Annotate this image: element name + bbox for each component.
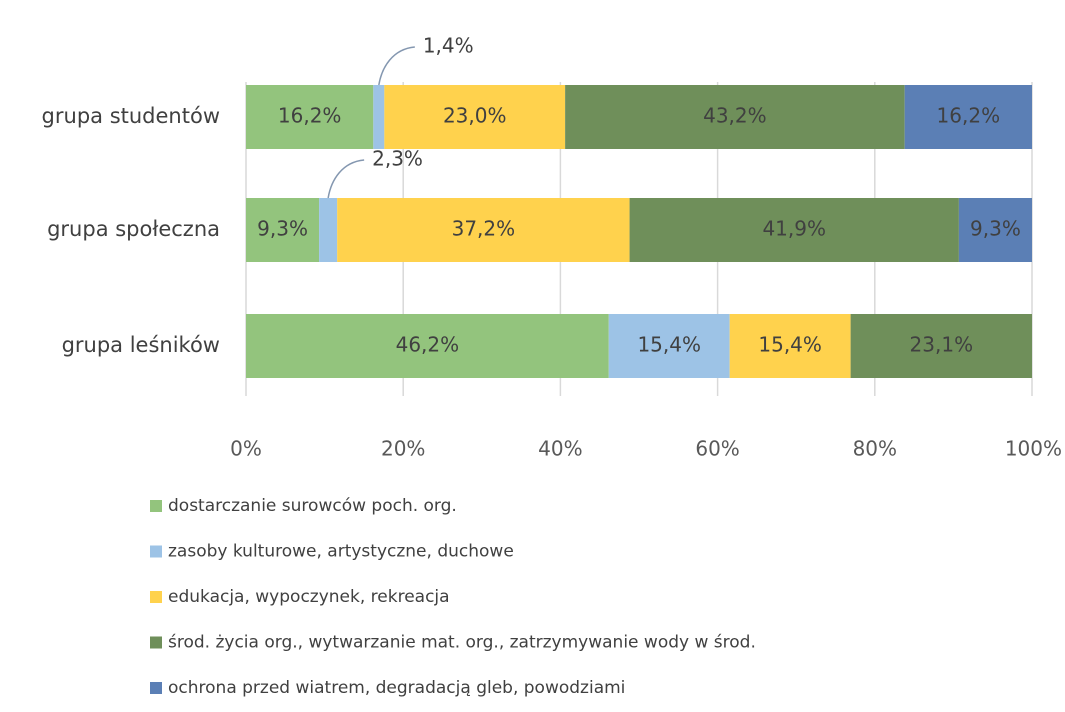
legend-label: dostarczanie surowców poch. org. — [168, 496, 457, 516]
data-label: 46,2% — [396, 333, 460, 357]
callout-leader-line — [378, 46, 415, 86]
bar-segment — [629, 198, 959, 262]
bar-segment — [958, 198, 1032, 262]
legend-label: edukacja, wypoczynek, rekreacja — [168, 587, 450, 607]
data-label: 15,4% — [758, 333, 822, 357]
legend-label: środ. życia org., wytwarzanie mat. org.,… — [168, 633, 756, 653]
bar-segment — [246, 314, 609, 378]
data-label: 9,3% — [257, 217, 308, 241]
data-label: 15,4% — [637, 333, 701, 357]
bar-segment — [373, 85, 385, 149]
category-label: grupa społeczna — [47, 217, 220, 241]
legend-label: ochrona przed wiatrem, degradacją gleb, … — [168, 678, 625, 698]
category-axis: grupa studentów grupa społeczna grupa leśn… — [42, 104, 220, 357]
bar-segment — [850, 314, 1032, 378]
legend-swatch — [150, 682, 162, 694]
x-tick-label: 80% — [853, 437, 897, 461]
legend-swatch — [150, 636, 162, 649]
bar-segment — [565, 85, 905, 149]
data-label: 43,2% — [703, 104, 767, 128]
x-tick-label: 100% — [1005, 437, 1062, 461]
data-label: 9,3% — [970, 217, 1021, 241]
bar-segment — [729, 314, 851, 378]
x-tick-label: 60% — [695, 437, 739, 461]
data-label: 41,9% — [762, 217, 826, 241]
legend-swatch — [150, 500, 162, 512]
bar-segment — [608, 314, 730, 378]
legend-swatch — [150, 591, 162, 603]
bar-segment — [904, 85, 1032, 149]
data-label: 16,2% — [937, 104, 1001, 128]
data-label: 23,1% — [910, 333, 974, 357]
data-label: 2,3% — [372, 147, 423, 171]
bar-segment — [319, 198, 338, 262]
bar-segment — [337, 198, 630, 262]
data-labels: 16,2% 23,0% 43,2% 16,2% 9,3% 37,2% 41,9% 9,3% 46… — [257, 104, 1021, 357]
data-label: 16,2% — [278, 104, 342, 128]
x-tick-label: 40% — [538, 437, 582, 461]
bar-segment — [246, 85, 374, 149]
callouts: 1,4% 2,3% — [327, 34, 474, 199]
legend-swatch — [150, 545, 162, 558]
data-label: 1,4% — [423, 34, 474, 58]
bars — [246, 85, 1032, 378]
x-tick-label: 20% — [381, 437, 425, 461]
legend: dostarczanie surowców poch. org. zasoby k… — [150, 496, 756, 698]
x-tick-label: 0% — [230, 437, 262, 461]
bar-segment — [384, 85, 566, 149]
category-label: grupa leśników — [62, 333, 220, 357]
category-label: grupa studentów — [42, 104, 220, 128]
data-label: 37,2% — [452, 217, 516, 241]
legend-label: zasoby kulturowe, artystyczne, duchowe — [168, 542, 514, 562]
value-axis: 0% 20% 40% 60% 80% 100% — [230, 437, 1062, 461]
data-label: 23,0% — [443, 104, 507, 128]
callout-leader-line — [327, 159, 365, 199]
bar-segment — [246, 198, 320, 262]
